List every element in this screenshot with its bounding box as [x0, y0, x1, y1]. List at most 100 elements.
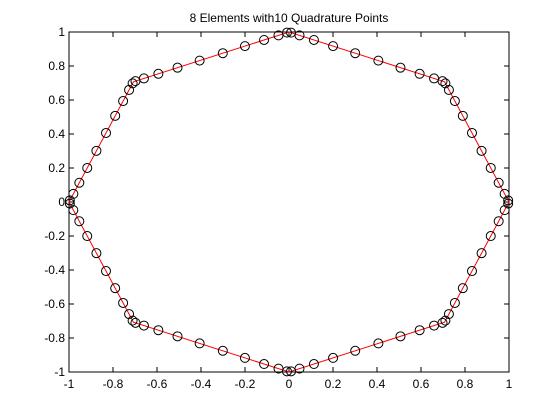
quadrature-point-marker — [68, 188, 79, 199]
x-tick-label: -0.2 — [235, 377, 256, 391]
quadrature-point-marker — [503, 195, 514, 206]
quadrature-point-marker — [91, 248, 102, 259]
quadrature-point-marker — [457, 283, 468, 294]
quadrature-point-marker — [64, 195, 75, 206]
x-tick-labels: -1 -0.8 -0.6 -0.4 -0.2 0 0.2 0.4 0.6 0.8 1 — [64, 377, 513, 391]
quadrature-point-marker — [493, 216, 504, 227]
quadrature-point-marker — [449, 96, 460, 107]
quadrature-point-marker — [373, 55, 384, 66]
quadrature-point-marker — [440, 78, 451, 89]
quadrature-point-marker — [239, 41, 250, 52]
quadrature-point-marker — [138, 320, 149, 331]
quadrature-point-marker — [395, 331, 406, 342]
quadrature-point-marker — [449, 297, 460, 308]
y-tick-label: -1 — [54, 365, 65, 379]
chart-title: 8 Elements with10 Quadrature Points — [190, 11, 389, 25]
quadrature-point-marker — [395, 62, 406, 73]
quadrature-point-marker — [457, 110, 468, 121]
quadrature-point-marker — [124, 84, 135, 95]
quadrature-point-marker — [476, 248, 487, 259]
quadrature-point-marker — [118, 297, 129, 308]
quadrature-point-marker — [294, 363, 305, 374]
quadrature-point-marker — [308, 34, 319, 45]
plot-area — [68, 31, 510, 373]
quadrature-point-marker — [414, 68, 425, 79]
quadrature-point-marker — [101, 127, 112, 138]
x-tick-label: 0.8 — [457, 377, 474, 391]
x-tick-label: -0.4 — [191, 377, 212, 391]
quadrature-point-marker — [503, 198, 514, 209]
quadrature-point-marker — [485, 231, 496, 242]
quadrature-point-marker — [172, 62, 183, 73]
y-tick-label: -0.6 — [44, 297, 65, 311]
quadrature-point-marker — [194, 338, 205, 349]
x-tick-label: 0.4 — [369, 377, 386, 391]
quadrature-point-marker — [172, 331, 183, 342]
quadrature-point-marker — [130, 76, 141, 87]
quadrature-point-marker — [217, 48, 228, 59]
quadrature-point-marker — [68, 205, 79, 216]
y-tick-label: -0.2 — [44, 229, 65, 243]
quadrature-point-marker — [373, 338, 384, 349]
y-tick-label: 0.4 — [48, 127, 65, 141]
y-tick-labels: -1 -0.8 -0.6 -0.4 -0.2 0 0.2 0.4 0.6 0.8 1 — [44, 25, 65, 379]
quadrature-point-marker — [259, 359, 270, 370]
quadrature-point-marker — [194, 55, 205, 66]
quadrature-point-marker — [273, 30, 284, 41]
quadrature-point-marker — [414, 325, 425, 336]
quadrature-point-marker — [286, 27, 297, 38]
quadrature-point-marker — [101, 266, 112, 277]
quadrature-point-marker — [110, 283, 121, 294]
quadrature-point-marker — [437, 317, 448, 328]
y-tick-label: 1 — [58, 25, 65, 39]
quadrature-point-marker — [281, 366, 292, 377]
y-tick-label: 0.6 — [48, 93, 65, 107]
quadrature-point-marker — [350, 345, 361, 356]
x-tick-label: 0.6 — [413, 377, 430, 391]
y-tick-label: 0.2 — [48, 161, 65, 175]
quadrature-point-marker — [328, 41, 339, 52]
quadrature-point-marker — [476, 145, 487, 156]
quadrature-point-marker — [440, 315, 451, 326]
quadrature-point-marker — [74, 216, 85, 227]
quadrature-point-marker — [217, 345, 228, 356]
quadrature-point-marker — [429, 73, 440, 84]
quadrature-point-marker — [153, 325, 164, 336]
x-tick-label: 0.2 — [325, 377, 342, 391]
quadrature-point-marker — [127, 78, 138, 89]
quadrature-point-marker — [466, 266, 477, 277]
quadrature-point-marker — [328, 352, 339, 363]
axis-ticks — [68, 31, 510, 373]
y-tick-label: -0.8 — [44, 331, 65, 345]
quadrature-point-marker — [499, 188, 510, 199]
quadrature-point-marker — [499, 205, 510, 216]
quadrature-point-marker — [127, 315, 138, 326]
quadrature-point-marker — [91, 145, 102, 156]
quadrature-point-marker — [308, 359, 319, 370]
y-tick-label: 0 — [58, 195, 65, 209]
quadrature-point-marker — [485, 162, 496, 173]
quadrature-point-marker — [443, 309, 454, 320]
x-tick-label: 1 — [506, 377, 513, 391]
x-tick-label: 0 — [286, 377, 293, 391]
quadrature-point-marker — [466, 127, 477, 138]
quadrature-point-marker — [124, 309, 135, 320]
x-tick-label: -0.8 — [103, 377, 124, 391]
quadrature-point-marker — [110, 110, 121, 121]
x-tick-label: -0.6 — [147, 377, 168, 391]
quadrature-point-marker — [259, 34, 270, 45]
quadrature-point-marker — [350, 48, 361, 59]
quadrature-point-marker — [118, 96, 129, 107]
quadrature-point-marker — [82, 231, 93, 242]
quadrature-point-marker — [239, 352, 250, 363]
y-tick-label: -0.4 — [44, 263, 65, 277]
quadrature-point-marker — [64, 198, 75, 209]
data-series — [64, 27, 514, 377]
series-line — [68, 31, 510, 373]
quadrature-point-marker — [74, 177, 85, 188]
quadrature-point-marker — [493, 177, 504, 188]
quadrature-point-marker — [82, 162, 93, 173]
quadrature-point-marker — [443, 84, 454, 95]
quadrature-point-marker — [153, 68, 164, 79]
